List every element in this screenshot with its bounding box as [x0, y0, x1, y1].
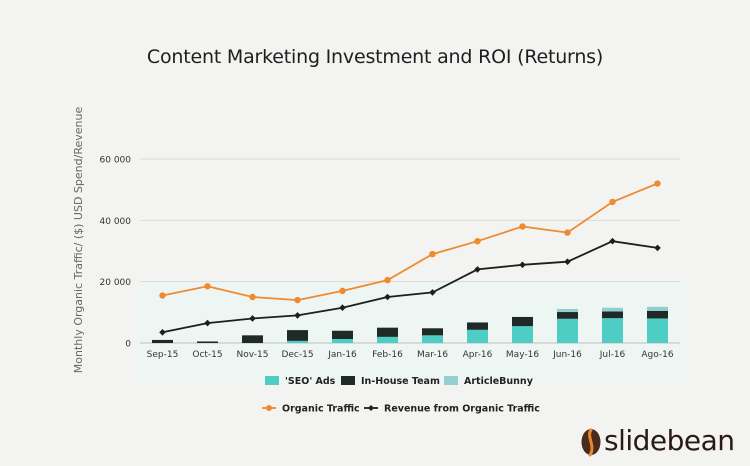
data-point [429, 250, 436, 258]
data-point [519, 261, 526, 269]
data-point [249, 293, 256, 301]
x-tick-label: Oct-15 [192, 350, 222, 360]
data-point [204, 283, 211, 290]
x-tick-label: Sep-15 [147, 350, 179, 360]
x-tick-label: Apr-16 [463, 350, 493, 360]
bar-segment [602, 307, 623, 312]
data-point [564, 258, 571, 266]
legend-bar-series: 'SEO' Ads In-House Team ArticleBunny [265, 376, 534, 387]
x-tick-label: Ago-16 [641, 350, 674, 360]
data-point [474, 266, 481, 273]
data-point [159, 292, 166, 299]
bar-segment [557, 318, 578, 343]
line-series [159, 180, 661, 336]
stacked-bars [152, 306, 668, 343]
bar-segment [287, 340, 308, 343]
legend-swatch [341, 376, 355, 385]
data-point [249, 315, 256, 322]
data-point [384, 276, 391, 284]
data-point [519, 223, 526, 230]
x-tick-label: Dec-15 [281, 350, 313, 360]
bar-segment [602, 311, 623, 319]
bar-segment [647, 318, 668, 343]
bar-segment [512, 326, 533, 343]
bar-segment [557, 308, 578, 313]
x-tick-label: Feb-16 [372, 350, 403, 360]
y-tick-label: 60 000 [100, 156, 132, 166]
data-point [159, 328, 166, 336]
chart-title: Content Marketing Investment and ROI (Re… [146, 46, 604, 68]
series-line [162, 182, 658, 302]
y-tick-label: 20 000 [100, 278, 132, 288]
x-tick-label: Jul-16 [599, 350, 626, 360]
bar-segment [467, 322, 488, 330]
bar-segment [197, 341, 218, 343]
data-point [654, 244, 661, 252]
x-tick-label: Mar-16 [417, 350, 448, 360]
legend-label: In-House Team [361, 376, 440, 387]
legend-line-series: Organic Traffic Revenue from Organic Traf… [262, 404, 540, 415]
data-point [339, 304, 346, 312]
legend-swatch [444, 376, 458, 385]
slidebean-logo-icon [581, 428, 601, 457]
bar-segment [512, 316, 533, 327]
bar-segment [647, 306, 668, 311]
x-tick-label: Nov-15 [236, 350, 268, 360]
brand-logo: slidebean [578, 424, 748, 458]
bar-segment [332, 339, 353, 343]
series-line [162, 240, 658, 334]
brand-name: slidebean [604, 424, 735, 457]
data-point [474, 237, 481, 245]
data-point [654, 180, 661, 187]
data-point [564, 229, 571, 236]
data-point [294, 312, 301, 319]
x-tick-label: Jan-16 [327, 350, 357, 360]
data-point [339, 287, 346, 295]
legend-swatch [265, 376, 279, 385]
legend-label: Organic Traffic [282, 404, 360, 415]
bar-segment [557, 312, 578, 319]
legend-label: Revenue from Organic Traffic [384, 404, 540, 415]
legend-label: ArticleBunny [464, 376, 534, 387]
y-axis-label: Monthly Organic Traffic/ ($) USD Spend/R… [72, 107, 85, 374]
bar-segment [332, 330, 353, 340]
x-tick-labels: Sep-15 Oct-15 Nov-15 Dec-15 Jan-16 Feb-16 Mar-… [147, 350, 674, 360]
bar-segment [377, 327, 398, 337]
data-point [429, 289, 436, 296]
x-tick-label: Jun-16 [552, 350, 582, 360]
data-point [609, 198, 616, 206]
legend-marker [266, 405, 272, 411]
bar-segment [647, 310, 668, 319]
y-tick-labels: 0 20 000 40 000 60 000 [100, 156, 132, 350]
data-point [609, 237, 616, 245]
legend-marker [368, 405, 374, 411]
bar-segment [602, 318, 623, 343]
bar-segment [422, 328, 443, 336]
data-point [384, 293, 391, 301]
y-tick-label: 0 [125, 340, 131, 350]
y-tick-label: 40 000 [100, 217, 132, 227]
bar-segment [467, 329, 488, 343]
x-tick-label: May-16 [506, 350, 539, 360]
bar-segment [287, 330, 308, 341]
bar-segment [422, 335, 443, 343]
bar-segment [242, 335, 263, 343]
bar-segment [152, 339, 173, 343]
data-point [204, 319, 211, 327]
legend-label: 'SEO' Ads [285, 376, 336, 387]
plot-shade-band [136, 283, 689, 383]
grid-lines [140, 158, 680, 344]
bar-segment [377, 336, 398, 343]
data-point [294, 296, 301, 304]
